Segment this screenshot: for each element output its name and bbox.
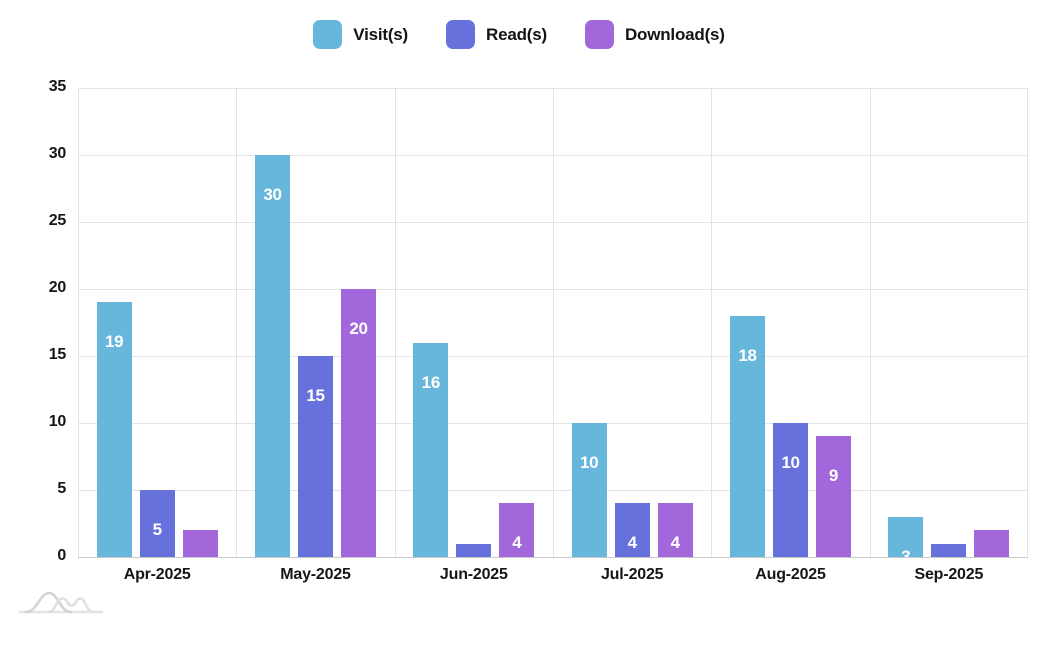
bar-value-label: 9 [828, 466, 839, 486]
x-axis-category-label: Jun-2025 [439, 566, 508, 583]
bar-value-label: 3 [901, 546, 911, 557]
y-axis-tick-label: 25 [48, 212, 67, 229]
bar-value-label: 30 [263, 185, 282, 204]
bar-downloads-jun-2025[interactable]: 4 [499, 503, 535, 557]
bar-value-label: 4 [627, 533, 637, 553]
bar-value-label: 5 [152, 520, 162, 539]
y-axis-tick-label: 30 [48, 145, 67, 162]
bar-value-label: 18 [738, 345, 757, 365]
x-axis-category-label: May-2025 [280, 566, 351, 583]
bar-reads-may-2025[interactable]: 15 [298, 356, 333, 557]
v-gridline [236, 88, 237, 557]
y-axis-tick-label: 20 [48, 279, 67, 296]
bar-downloads-may-2025[interactable]: 20 [341, 289, 376, 557]
legend-item-downloads[interactable]: Download(s) [584, 20, 725, 49]
legend-label: Visit(s) [353, 24, 409, 44]
bar-visits-jul-2025[interactable]: 10 [571, 423, 607, 557]
v-gridline [78, 88, 79, 557]
legend: Visit(s) Read(s) Download(s) [0, 20, 1038, 49]
bar-reads-apr-2025[interactable]: 5 [139, 490, 175, 557]
x-axis-category-label: Apr-2025 [123, 566, 191, 583]
bar-value-label: 20 [349, 319, 368, 338]
amcharts-logo-icon[interactable] [16, 586, 106, 618]
v-gridline [870, 88, 871, 557]
x-axis-category-label: Jul-2025 [600, 566, 664, 583]
bar-value-label: 15 [306, 386, 325, 405]
v-gridline [711, 88, 712, 557]
bar-value-label: 19 [105, 332, 124, 352]
v-gridline [1027, 88, 1028, 557]
y-axis-tick-label: 5 [57, 480, 66, 497]
bar-visits-jun-2025[interactable]: 16 [413, 342, 449, 557]
legend-item-reads[interactable]: Read(s) [446, 20, 547, 49]
bar-visits-may-2025[interactable]: 30 [255, 155, 290, 557]
bar-visits-apr-2025[interactable]: 19 [96, 302, 132, 557]
bar-value-label: 10 [580, 453, 599, 472]
plot-area: 19301610183515141012204492 [78, 87, 1028, 558]
bar-downloads-apr-2025[interactable]: 2 [182, 530, 218, 557]
legend-label: Read(s) [486, 24, 547, 44]
bar-reads-aug-2025[interactable]: 10 [773, 423, 808, 557]
bar-value-label: 16 [421, 372, 441, 392]
bar-downloads-aug-2025[interactable]: 9 [816, 436, 851, 557]
v-gridline [553, 88, 554, 557]
bar-reads-jul-2025[interactable]: 4 [614, 503, 650, 557]
legend-label: Download(s) [624, 24, 725, 44]
bar-reads-sep-2025[interactable]: 1 [931, 543, 967, 557]
legend-swatch-icon [313, 20, 343, 49]
y-axis-tick-label: 35 [48, 78, 67, 95]
bar-downloads-jul-2025[interactable]: 4 [657, 503, 693, 557]
y-axis-tick-label: 15 [48, 346, 67, 363]
bar-reads-jun-2025[interactable]: 1 [456, 543, 492, 557]
bar-value-label: 4 [512, 533, 522, 553]
y-axis-tick-label: 10 [48, 413, 67, 430]
legend-item-visits[interactable]: Visit(s) [313, 20, 408, 49]
legend-swatch-icon [446, 20, 476, 49]
x-axis-category-label: Sep-2025 [914, 566, 984, 583]
y-axis-tick-label: 0 [57, 547, 66, 564]
legend-swatch-icon [584, 20, 614, 49]
bar-downloads-sep-2025[interactable]: 2 [974, 530, 1010, 557]
x-axis-line [78, 557, 1028, 558]
bar-value-label: 10 [781, 453, 800, 472]
bar-visits-aug-2025[interactable]: 18 [730, 315, 765, 557]
bar-value-label: 4 [670, 533, 680, 553]
v-gridline [395, 88, 396, 557]
x-axis-category-label: Aug-2025 [755, 566, 826, 583]
bar-visits-sep-2025[interactable]: 3 [888, 516, 924, 557]
